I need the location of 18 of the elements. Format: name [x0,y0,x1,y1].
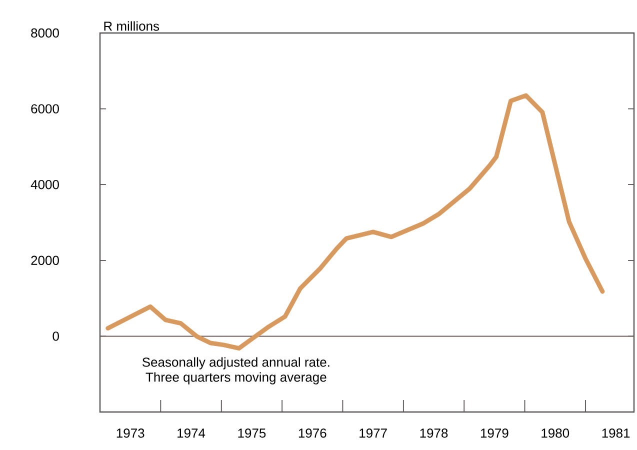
y-tick-label: 0 [52,332,59,341]
annotation: Seasonally adjusted annual rate. [142,357,330,370]
x-tick-label: 1975 [238,428,266,438]
x-tick-label: 1979 [480,428,508,438]
x-tick-label: 1976 [298,428,326,438]
y-axis-title: R millions [104,21,160,31]
x-tick-label: 1973 [116,428,144,438]
annotation: Three quarters moving average [146,372,326,384]
x-tick-label: 1978 [420,428,448,438]
x-tick-label: 1980 [542,428,570,438]
x-tick-label: 1977 [360,428,387,438]
y-tick-label: 8000 [31,28,59,38]
y-tick-label: 4000 [30,180,59,190]
x-tick-label: 1981 [602,428,630,438]
line-series [106,93,605,351]
y-tick-label: 6000 [31,104,59,114]
x-tick-label: 1974 [178,428,206,438]
y-tick-label: 2000 [31,256,59,265]
